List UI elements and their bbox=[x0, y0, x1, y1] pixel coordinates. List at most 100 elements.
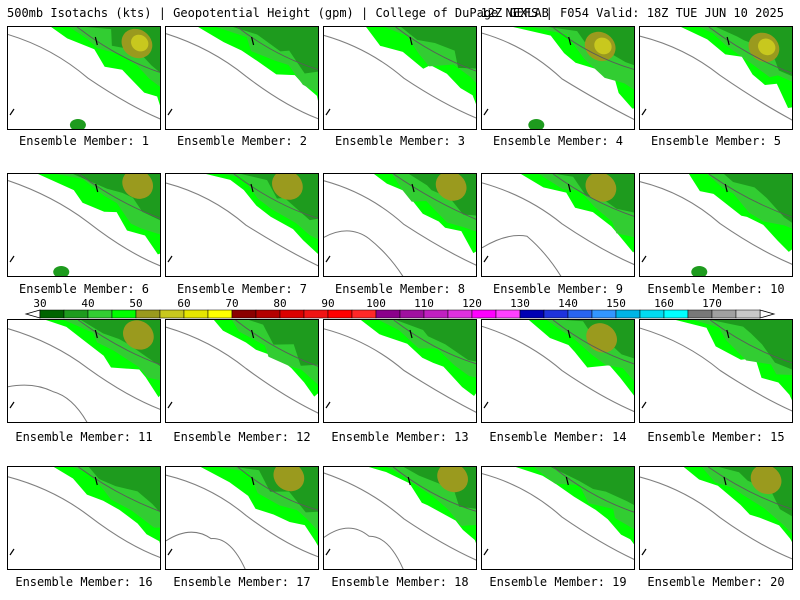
isotach-blob bbox=[53, 266, 70, 276]
ensemble-member-label: Ensemble Member: 13 bbox=[331, 430, 469, 444]
state-border bbox=[393, 320, 476, 365]
state-border bbox=[709, 320, 792, 364]
state-border bbox=[78, 320, 160, 366]
colorbar-swatch bbox=[39, 309, 65, 319]
colorbar-swatch bbox=[639, 309, 665, 319]
coastline bbox=[482, 32, 634, 121]
ensemble-panel bbox=[481, 173, 635, 277]
colorbar-swatch bbox=[495, 309, 521, 319]
state-border bbox=[78, 467, 160, 512]
colorbar-swatch bbox=[447, 309, 473, 319]
island-marker bbox=[407, 476, 411, 486]
island-marker bbox=[325, 401, 331, 409]
island-marker bbox=[483, 548, 489, 556]
island-marker bbox=[565, 476, 569, 486]
colorbar-swatch bbox=[471, 309, 497, 319]
isotach-70kt bbox=[758, 38, 776, 56]
ensemble-panel bbox=[165, 173, 319, 277]
island-marker bbox=[726, 36, 730, 46]
map-title: 500mb Isotachs (kts) | Geopotential Heig… bbox=[7, 6, 549, 20]
island-marker bbox=[409, 329, 413, 339]
island-marker bbox=[167, 108, 173, 116]
isotach-30kt bbox=[248, 320, 318, 366]
ensemble-panel bbox=[639, 466, 793, 570]
ensemble-panel bbox=[639, 26, 793, 130]
coastline bbox=[482, 182, 634, 266]
coastline bbox=[8, 33, 160, 120]
coastline bbox=[324, 472, 476, 561]
colorbar-swatch bbox=[711, 309, 737, 319]
ensemble-member-label: Ensemble Member: 20 bbox=[647, 575, 785, 589]
island-marker bbox=[567, 183, 572, 193]
coastline bbox=[8, 180, 160, 267]
island-marker bbox=[723, 476, 727, 486]
colorbar-tick-label: 120 bbox=[462, 297, 482, 310]
ensemble-panel bbox=[639, 319, 793, 423]
colorbar-tick-label: 140 bbox=[558, 297, 578, 310]
colorbar-swatch bbox=[183, 309, 209, 319]
coastline bbox=[166, 182, 318, 267]
colorbar-swatch bbox=[399, 309, 425, 319]
colorbar-swatch bbox=[279, 309, 305, 319]
isotach-blob bbox=[528, 119, 545, 129]
state-border bbox=[707, 467, 792, 510]
state-border bbox=[78, 174, 160, 219]
isotach-30kt bbox=[710, 320, 792, 370]
state-border bbox=[233, 174, 318, 219]
ensemble-panel bbox=[481, 26, 635, 130]
colorbar-tick-label: 70 bbox=[225, 297, 239, 310]
isotach-blob bbox=[69, 119, 86, 129]
colorbar-tick-label: 150 bbox=[606, 297, 626, 310]
ensemble-member-label: Ensemble Member: 1 bbox=[18, 134, 150, 148]
colorbar-swatch bbox=[735, 309, 761, 319]
colorbar-tick-label: 30 bbox=[33, 297, 47, 310]
island-marker bbox=[167, 401, 173, 409]
height-contour bbox=[324, 527, 404, 569]
island-marker bbox=[251, 36, 255, 46]
ensemble-member-label: Ensemble Member: 7 bbox=[176, 282, 308, 296]
height-contour bbox=[166, 531, 246, 569]
colorbar-swatch bbox=[567, 309, 593, 319]
ensemble-panel bbox=[639, 173, 793, 277]
isotach-60kt bbox=[586, 323, 617, 353]
ensemble-member-label: Ensemble Member: 14 bbox=[489, 430, 627, 444]
island-marker bbox=[325, 548, 331, 556]
isotach-60kt bbox=[272, 174, 303, 200]
coastline bbox=[8, 328, 160, 410]
state-border bbox=[552, 467, 634, 513]
island-marker bbox=[9, 108, 15, 116]
island-marker bbox=[250, 329, 255, 339]
island-marker bbox=[167, 548, 173, 556]
colorbar-tick-label: 100 bbox=[366, 297, 386, 310]
isotach-30kt bbox=[550, 467, 634, 506]
ensemble-member-label: Ensemble Member: 18 bbox=[331, 575, 469, 589]
state-border bbox=[552, 320, 634, 365]
island-marker bbox=[641, 401, 647, 409]
isotach-30kt bbox=[401, 27, 476, 69]
ensemble-panel bbox=[165, 319, 319, 423]
colorbar-swatch bbox=[351, 309, 377, 319]
colorbar-swatch bbox=[423, 309, 449, 319]
ensemble-panel bbox=[481, 319, 635, 423]
island-marker bbox=[94, 476, 98, 486]
island-marker bbox=[724, 183, 728, 193]
coastline bbox=[324, 180, 476, 266]
island-marker bbox=[9, 548, 15, 556]
colorbar-swatch bbox=[303, 309, 329, 319]
island-marker bbox=[641, 108, 647, 116]
colorbar-tick-label: 160 bbox=[654, 297, 674, 310]
island-marker bbox=[567, 329, 571, 339]
coastline bbox=[166, 33, 318, 120]
isotach-blob bbox=[691, 266, 708, 276]
colorbar-low-arrow bbox=[24, 309, 41, 319]
island-marker bbox=[250, 183, 254, 193]
isotach-60kt bbox=[585, 174, 617, 202]
ensemble-member-label: Ensemble Member: 8 bbox=[334, 282, 466, 296]
island-marker bbox=[483, 255, 489, 263]
state-border bbox=[708, 174, 792, 218]
colorbar-swatch bbox=[375, 309, 401, 319]
isotach-70kt bbox=[131, 34, 149, 52]
island-marker bbox=[94, 329, 98, 339]
isotach-60kt bbox=[437, 467, 468, 493]
isotach-30kt bbox=[395, 320, 476, 362]
